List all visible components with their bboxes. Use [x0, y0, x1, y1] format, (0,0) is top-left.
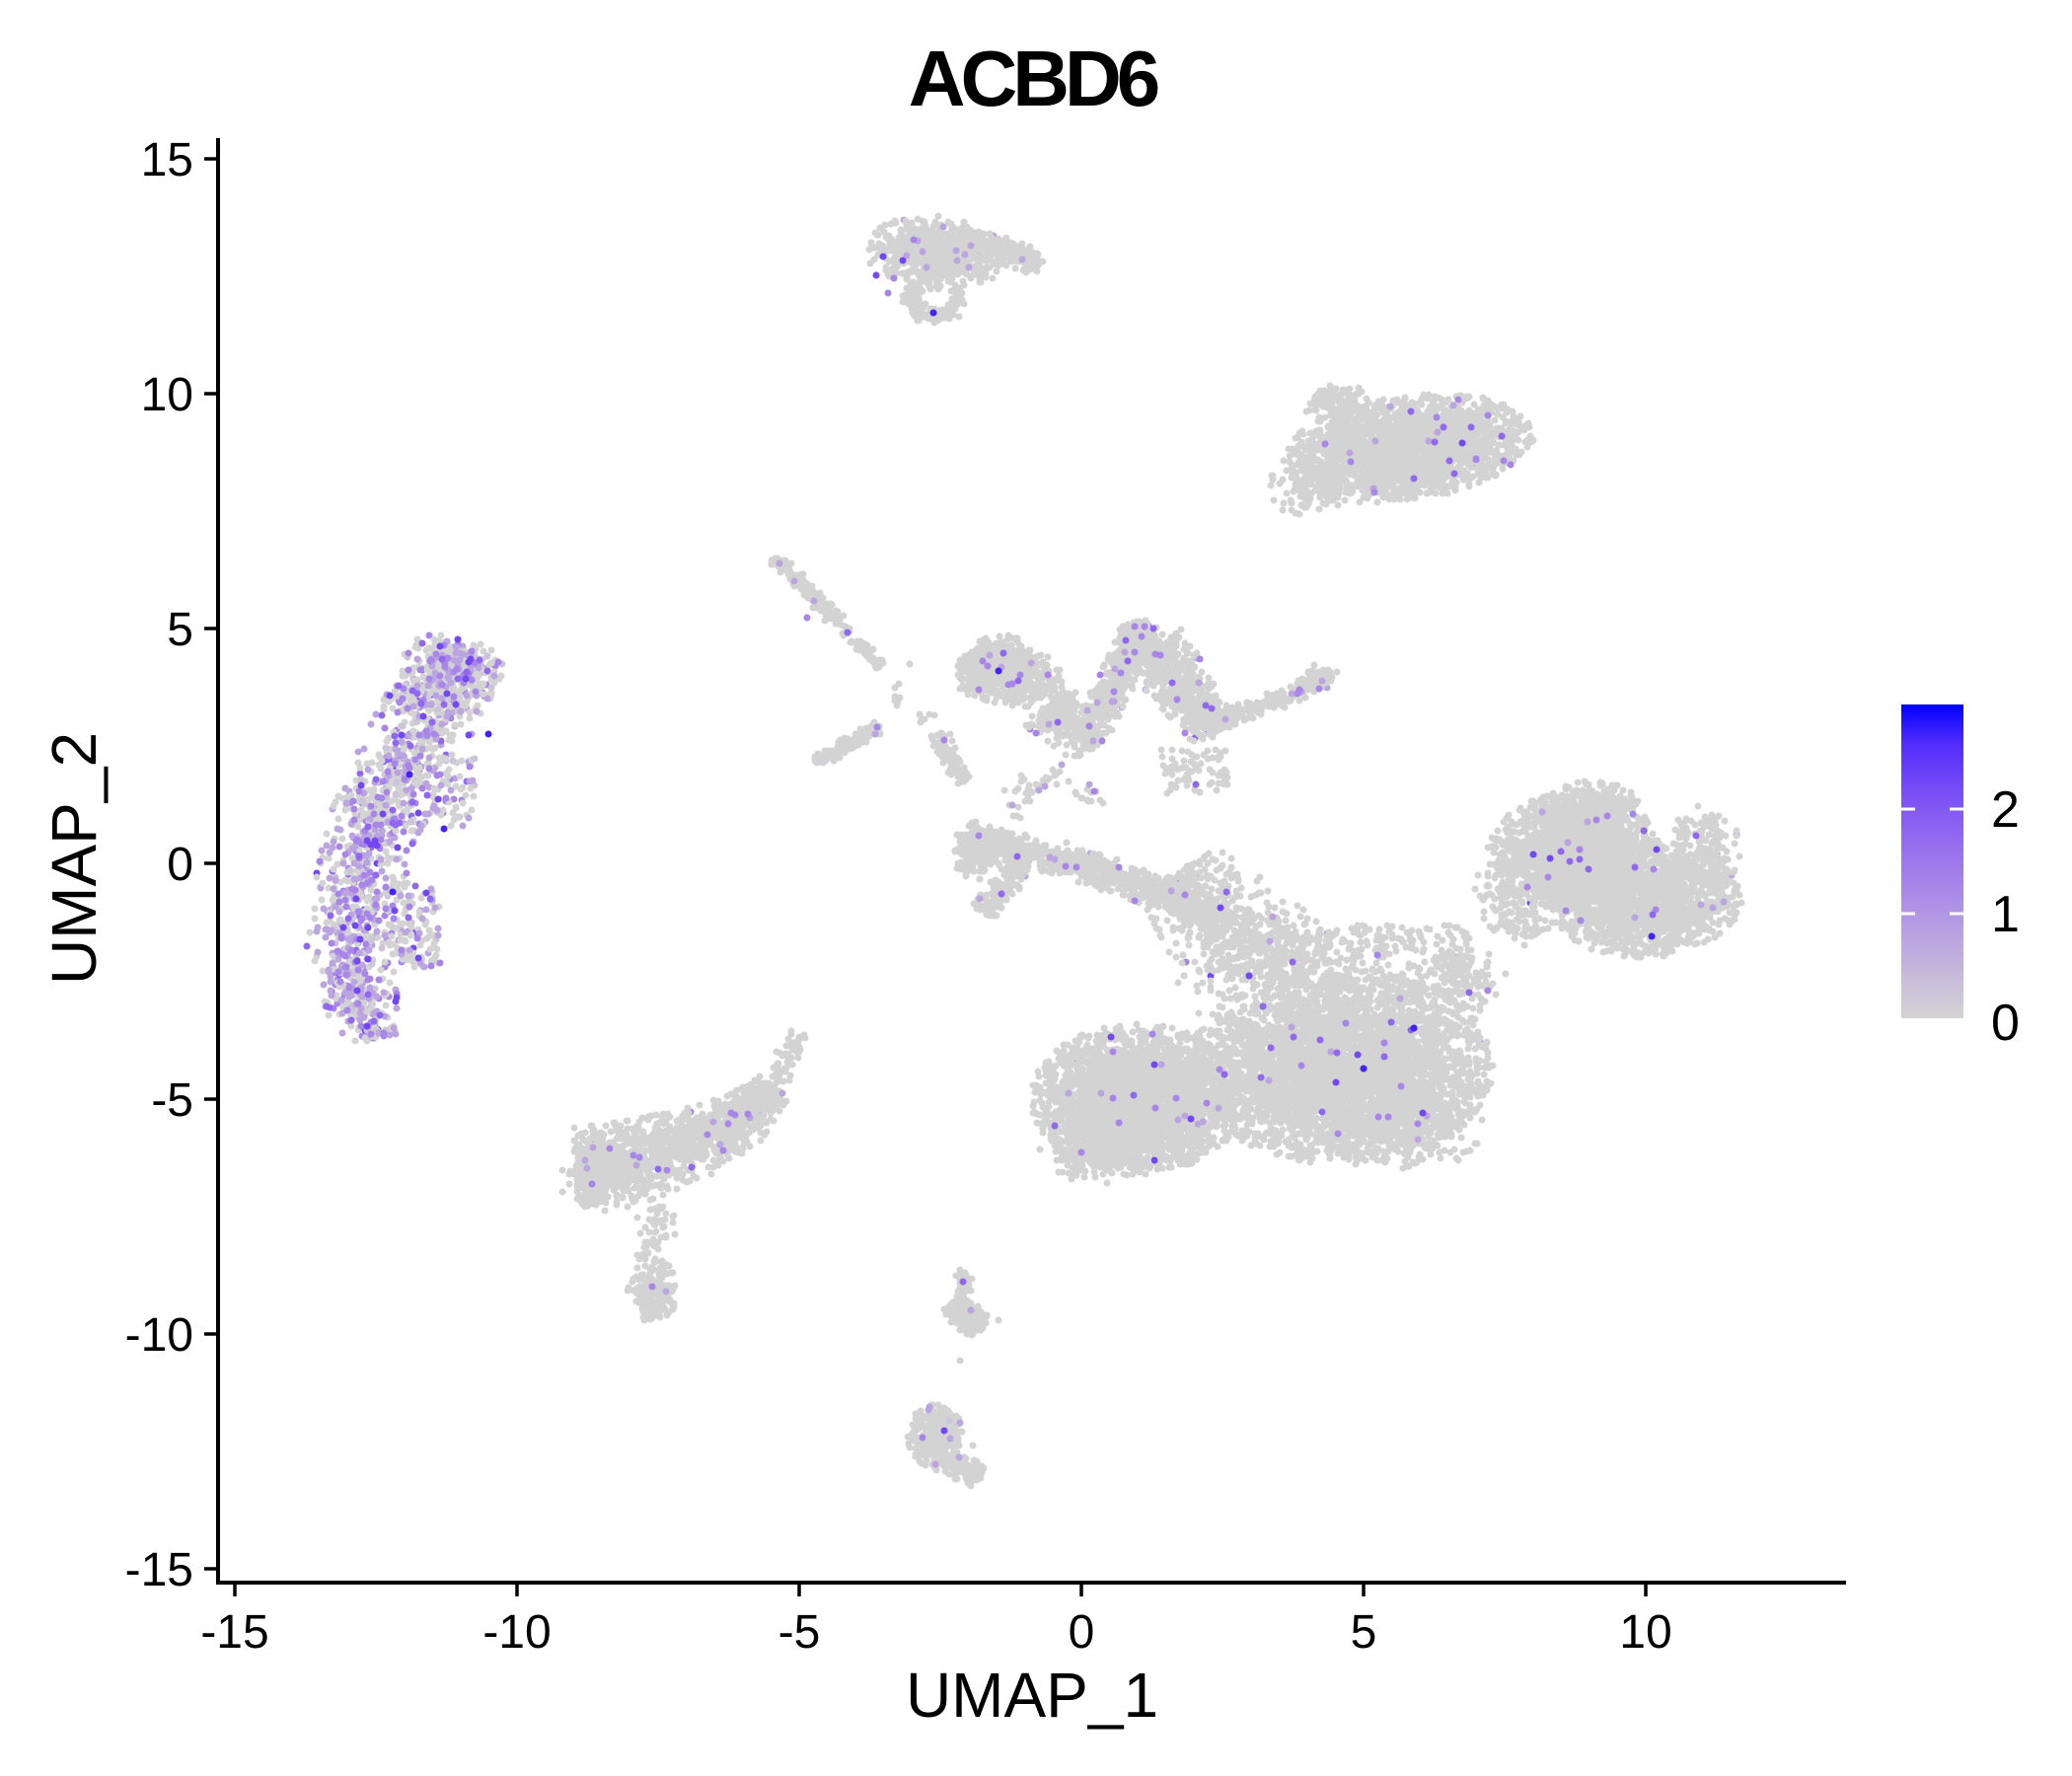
svg-text:2: 2 [1991, 781, 2020, 839]
svg-text:-10: -10 [125, 1309, 193, 1362]
svg-text:UMAP_2: UMAP_2 [38, 732, 110, 985]
svg-text:UMAP_1: UMAP_1 [906, 1660, 1158, 1731]
svg-text:-15: -15 [125, 1544, 193, 1596]
svg-text:0: 0 [1069, 1606, 1095, 1659]
svg-text:15: 15 [141, 134, 193, 186]
svg-text:-5: -5 [778, 1606, 821, 1659]
svg-text:1: 1 [1991, 886, 2020, 943]
svg-text:-15: -15 [200, 1606, 268, 1659]
svg-text:5: 5 [1351, 1606, 1377, 1659]
svg-text:0: 0 [1991, 995, 2020, 1052]
svg-text:10: 10 [1619, 1606, 1671, 1659]
svg-text:0: 0 [167, 839, 193, 891]
svg-text:-10: -10 [482, 1606, 551, 1659]
svg-text:ACBD6: ACBD6 [909, 35, 1158, 122]
svg-text:10: 10 [141, 369, 193, 421]
svg-text:5: 5 [167, 604, 193, 656]
svg-text:-5: -5 [151, 1074, 193, 1127]
